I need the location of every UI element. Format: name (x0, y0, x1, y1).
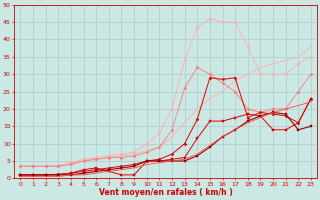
X-axis label: Vent moyen/en rafales ( km/h ): Vent moyen/en rafales ( km/h ) (99, 188, 233, 197)
